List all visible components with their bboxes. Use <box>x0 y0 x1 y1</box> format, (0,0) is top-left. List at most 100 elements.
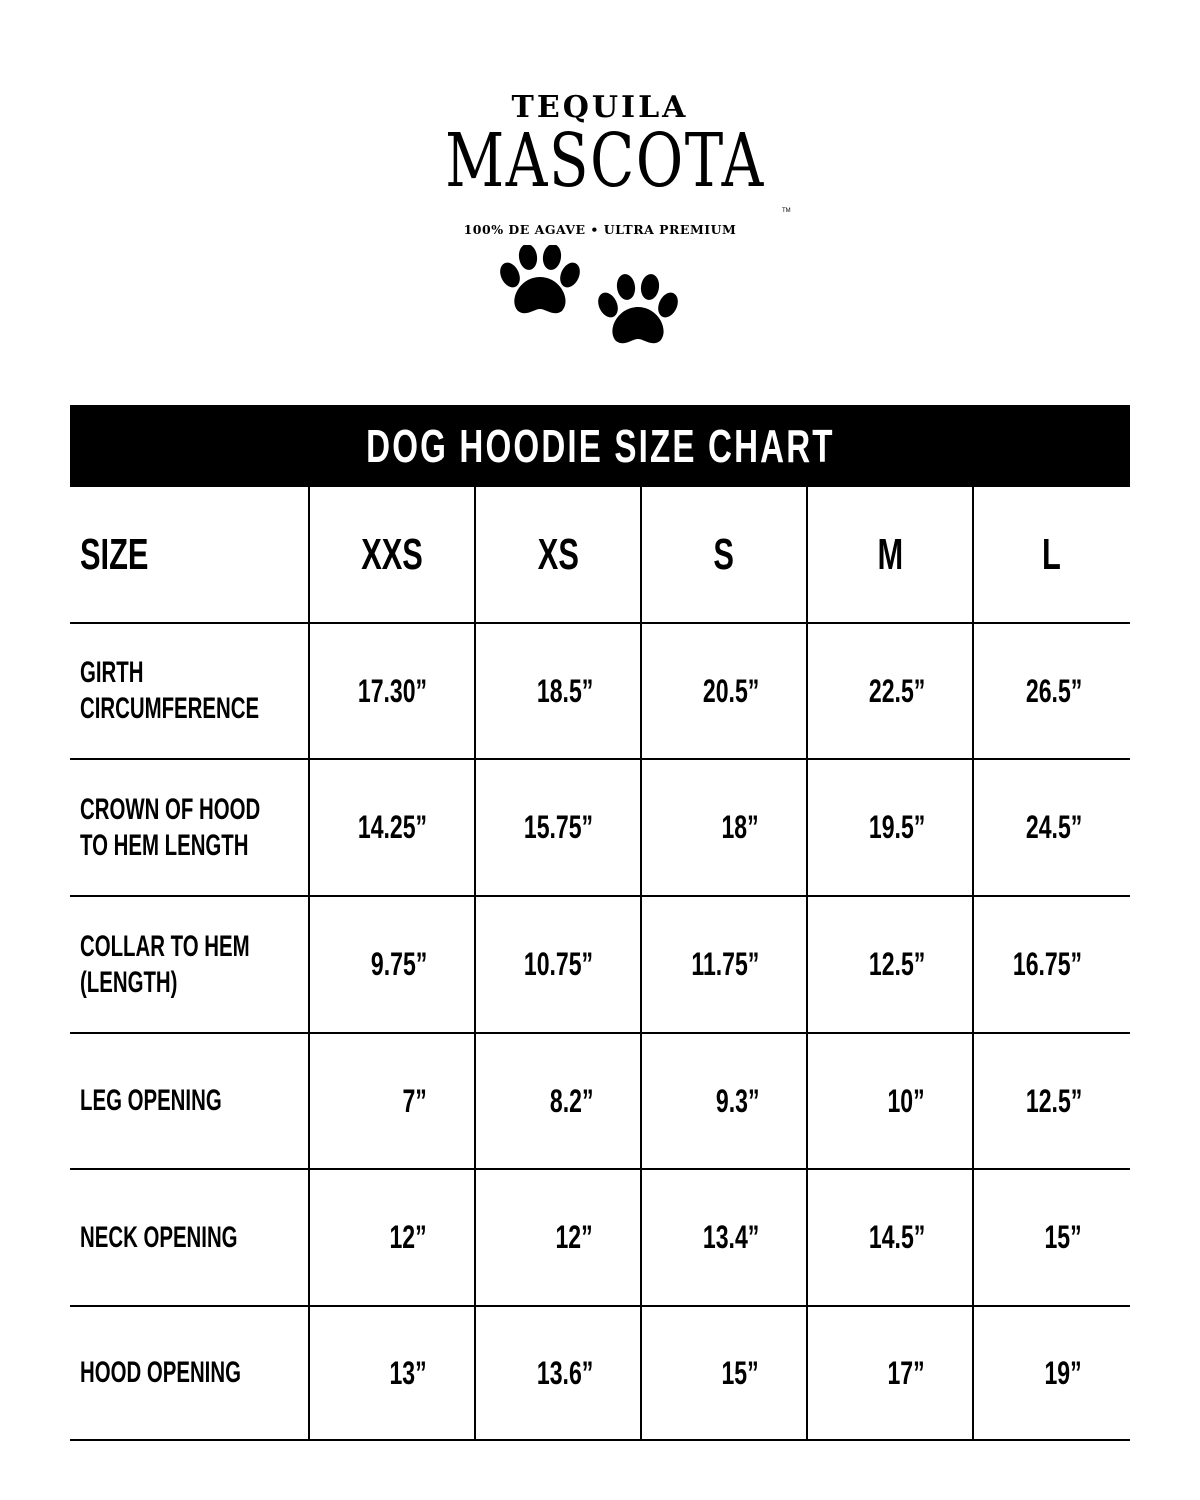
measurement-value: 18.5” <box>536 672 593 709</box>
row-label-cell: LEG OPENING <box>80 1033 309 1169</box>
value-cell: 22.5” <box>807 623 925 759</box>
header-cell-s: S <box>641 487 807 623</box>
chart-title: DOG HOODIE SIZE CHART <box>365 420 835 472</box>
value-cell: 14.5” <box>807 1169 925 1306</box>
row-label-cell: COLLAR TO HEM (LENGTH) <box>80 896 309 1033</box>
value-cell: 16.75” <box>973 896 1082 1033</box>
measurement-value: 13.6” <box>536 1354 593 1391</box>
row-divider <box>70 1305 1130 1307</box>
size-header-label: SIZE <box>80 530 149 579</box>
value-cell: 13.6” <box>475 1306 593 1440</box>
label-line: TO HEM LENGTH <box>80 828 249 862</box>
label-line: HOOD OPENING <box>80 1356 241 1389</box>
row-label-cell: NECK OPENING <box>80 1169 309 1306</box>
measurement-value: 12” <box>555 1219 593 1255</box>
value-cell: 10” <box>807 1033 925 1169</box>
value-cell: 11.75” <box>641 896 759 1033</box>
value-cell: 15.75” <box>475 759 593 896</box>
measurement-value: 12.5” <box>868 946 925 982</box>
measurement-value: 24.5” <box>1025 809 1082 845</box>
label-line: NECK OPENING <box>80 1220 238 1254</box>
measurement-label: LEG OPENING <box>80 1083 222 1119</box>
row-divider <box>70 1439 1130 1441</box>
measurement-label: HOOD OPENING <box>80 1355 241 1391</box>
value-cell: 13” <box>309 1306 427 1440</box>
measurement-value: 15.75” <box>523 809 593 845</box>
size-label: XXS <box>361 530 423 579</box>
column-divider <box>308 487 310 1440</box>
row-label-cell: CROWN OF HOOD TO HEM LENGTH <box>80 759 309 896</box>
header-cell-size: SIZE <box>80 487 309 623</box>
value-cell: 13.4” <box>641 1169 759 1306</box>
column-divider <box>972 487 974 1440</box>
row-divider <box>70 1032 1130 1034</box>
measurement-label: GIRTH CIRCUMFERENCE <box>80 655 259 727</box>
value-cell: 10.75” <box>475 896 593 1033</box>
measurement-value: 26.5” <box>1025 672 1082 709</box>
label-line: COLLAR TO HEM <box>80 929 250 963</box>
value-cell: 24.5” <box>973 759 1082 896</box>
column-divider <box>640 487 642 1440</box>
measurement-value: 19” <box>1044 1354 1082 1391</box>
row-divider <box>70 758 1130 760</box>
trademark: TM <box>782 208 791 214</box>
logo-main-text: MASCOTA <box>445 118 765 204</box>
measurement-value: 15” <box>721 1354 759 1391</box>
label-line: GIRTH <box>80 656 144 689</box>
measurement-value: 9.75” <box>370 946 427 982</box>
label-line: (LENGTH) <box>80 965 178 999</box>
measurement-value: 10” <box>887 1082 925 1119</box>
header-cell-xs: XS <box>475 487 641 623</box>
measurement-value: 18” <box>721 809 759 845</box>
size-label: XS <box>537 530 579 579</box>
measurement-value: 13.4” <box>702 1219 759 1255</box>
measurement-value: 9.3” <box>715 1082 759 1119</box>
size-label: L <box>1042 530 1061 579</box>
value-cell: 19.5” <box>807 759 925 896</box>
column-divider <box>806 487 808 1440</box>
row-label-cell: GIRTH CIRCUMFERENCE <box>80 623 309 759</box>
value-cell: 15” <box>973 1169 1082 1306</box>
value-cell: 18.5” <box>475 623 593 759</box>
value-cell: 12” <box>475 1169 593 1306</box>
measurement-value: 15” <box>1044 1219 1082 1255</box>
value-cell: 12.5” <box>973 1033 1082 1169</box>
chart-title-bar: DOG HOODIE SIZE CHART <box>70 405 1130 487</box>
row-divider <box>70 622 1130 624</box>
measurement-value: 22.5” <box>868 672 925 709</box>
label-line: CROWN OF HOOD <box>80 792 261 826</box>
header-cell-m: M <box>807 487 973 623</box>
measurement-value: 14.25” <box>357 809 427 845</box>
paw-prints-icon <box>500 245 682 344</box>
value-cell: 18” <box>641 759 759 896</box>
value-cell: 14.25” <box>309 759 427 896</box>
measurement-value: 10.75” <box>523 946 593 982</box>
value-cell: 9.75” <box>309 896 427 1033</box>
row-label-cell: HOOD OPENING <box>80 1306 309 1440</box>
brand-logo: TEQUILA MASCOTA TM 100% DE AGAVE • ULTRA… <box>400 80 800 360</box>
value-cell: 9.3” <box>641 1033 759 1169</box>
measurement-value: 14.5” <box>868 1219 925 1255</box>
label-line: LEG OPENING <box>80 1084 222 1117</box>
row-divider <box>70 1168 1130 1170</box>
header-cell-xxs: XXS <box>309 487 475 623</box>
column-divider <box>474 487 476 1440</box>
measurement-value: 16.75” <box>1012 946 1082 982</box>
value-cell: 20.5” <box>641 623 759 759</box>
measurement-value: 11.75” <box>691 946 759 982</box>
value-cell: 17” <box>807 1306 925 1440</box>
measurement-value: 7” <box>402 1082 427 1119</box>
size-label: M <box>877 530 903 579</box>
value-cell: 26.5” <box>973 623 1082 759</box>
measurement-value: 12” <box>389 1219 427 1255</box>
measurement-value: 20.5” <box>702 672 759 709</box>
measurement-value: 12.5” <box>1025 1082 1082 1119</box>
value-cell: 12.5” <box>807 896 925 1033</box>
logo-top-text: TEQUILA <box>511 90 689 125</box>
value-cell: 17.30” <box>309 623 427 759</box>
measurement-value: 8.2” <box>549 1082 593 1119</box>
row-divider <box>70 895 1130 897</box>
value-cell: 12” <box>309 1169 427 1306</box>
measurement-value: 19.5” <box>868 809 925 845</box>
header-cell-l: L <box>973 487 1130 623</box>
